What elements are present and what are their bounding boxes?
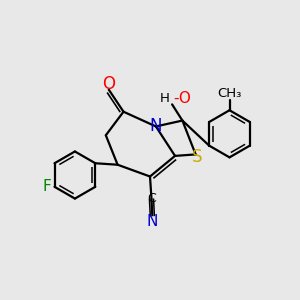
Text: N: N [147, 214, 158, 229]
Text: N: N [149, 117, 162, 135]
Text: H: H [159, 92, 169, 105]
Text: O: O [102, 75, 115, 93]
Text: CH₃: CH₃ [217, 87, 242, 100]
Text: -O: -O [173, 91, 191, 106]
Text: S: S [192, 148, 202, 166]
Text: F: F [43, 179, 52, 194]
Text: C: C [147, 192, 156, 206]
